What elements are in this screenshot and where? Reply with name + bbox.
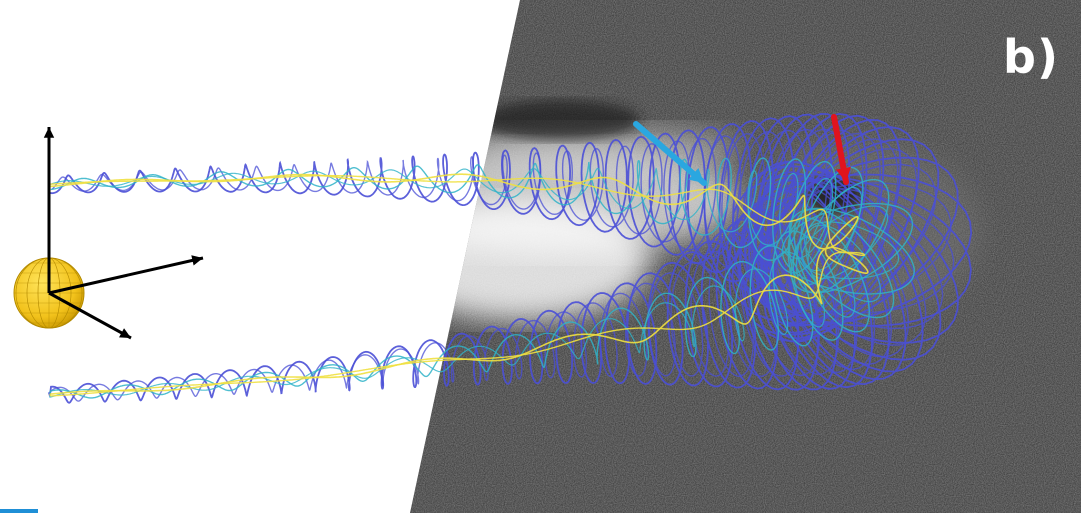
panel-label: b): [1003, 30, 1059, 84]
corner-mark: [0, 509, 38, 513]
sun-group: [14, 127, 203, 338]
